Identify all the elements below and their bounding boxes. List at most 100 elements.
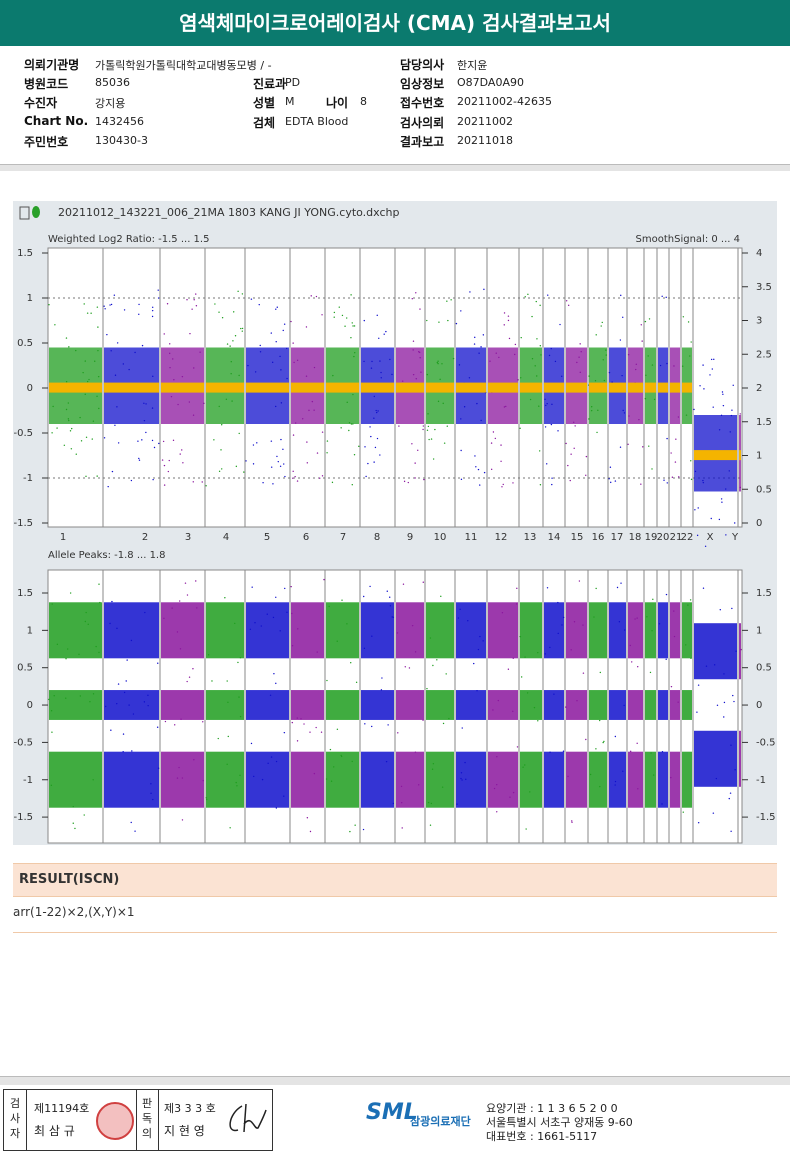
allele-band <box>104 690 159 720</box>
smooth-signal <box>628 382 643 393</box>
signal-dot <box>311 400 314 403</box>
signal-dot <box>375 409 377 412</box>
allele-dot <box>328 605 330 608</box>
signal-dot <box>412 373 415 376</box>
allele-dot <box>122 733 125 735</box>
allele-dot <box>267 762 269 764</box>
signal-dot <box>321 314 323 316</box>
allele-dot <box>117 683 120 685</box>
chromosome-label: 9 <box>407 532 413 543</box>
divider <box>0 164 790 171</box>
allele-band <box>326 602 359 659</box>
signal-dot <box>437 400 440 403</box>
allele-dot <box>553 693 555 695</box>
allele-band <box>104 602 159 659</box>
allele-dot <box>174 724 176 726</box>
signal-dot <box>596 431 598 434</box>
signal-dot <box>250 298 253 300</box>
left-tick-label: 0.5 <box>17 663 33 674</box>
signal-dot <box>275 308 277 310</box>
allele-dot <box>171 607 173 609</box>
signal-dot <box>579 371 581 374</box>
allele-dot <box>275 807 278 809</box>
signal-dot <box>276 306 278 308</box>
allele-dot <box>589 773 592 776</box>
allele-dot <box>549 646 551 649</box>
signal-dot <box>282 329 284 332</box>
allele-dot <box>350 662 352 664</box>
signal-dot <box>306 441 308 443</box>
signal-dot <box>572 421 575 423</box>
allele-dot <box>235 781 237 784</box>
allele-band <box>609 602 626 659</box>
allele-dot <box>152 798 154 801</box>
allele-band <box>49 751 102 808</box>
chromosome-label: 7 <box>340 532 346 543</box>
allele-dot <box>414 751 417 753</box>
signal-dot <box>452 357 455 360</box>
allele-dot <box>320 731 323 733</box>
signal-dot <box>110 303 113 306</box>
allele-band <box>682 690 692 720</box>
signal-dot <box>90 312 92 314</box>
signal-dot <box>610 481 612 484</box>
signal-dot <box>479 484 481 486</box>
right-tick-label: 3.5 <box>756 282 772 293</box>
allele-dot <box>622 770 624 772</box>
allele-dot <box>249 628 252 630</box>
signal-dot <box>296 480 299 482</box>
signal-dot <box>603 379 606 382</box>
signal-dot <box>80 440 83 442</box>
signal-dot <box>469 291 471 293</box>
allele-dot <box>482 640 484 642</box>
allele-dot <box>205 797 208 799</box>
signal-dot <box>502 483 504 486</box>
allele-band <box>658 602 668 659</box>
signal-dot <box>546 463 548 465</box>
signal-dot <box>437 362 439 365</box>
smooth-signal <box>426 382 454 393</box>
signal-dot <box>498 356 500 359</box>
allele-band <box>161 690 204 720</box>
signal-dot <box>114 424 116 426</box>
allele-dot <box>496 783 498 786</box>
allele-dot <box>685 644 687 646</box>
signal-dot <box>557 430 559 432</box>
allele-band <box>628 751 643 808</box>
allele-dot <box>557 601 559 604</box>
signal-dot <box>614 480 617 482</box>
left-tick-label: -1.5 <box>13 518 33 529</box>
allele-dot <box>227 701 229 703</box>
signal-dot <box>221 424 223 426</box>
signal-dot <box>363 360 365 363</box>
signal-dot <box>96 475 98 477</box>
signal-dot <box>559 323 561 326</box>
allele-dot <box>156 726 159 728</box>
signal-dot <box>109 304 111 306</box>
signal-dot <box>739 486 742 489</box>
signal-dot <box>728 470 730 472</box>
signal-dot <box>651 364 654 366</box>
signal-dot <box>690 341 692 343</box>
signal-dot <box>446 300 448 302</box>
allele-dot <box>111 600 113 603</box>
smooth-signal <box>396 382 424 393</box>
smooth-signal <box>645 382 656 393</box>
field-label: 병원코드 <box>24 77 69 91</box>
allele-band <box>396 690 424 720</box>
allele-band <box>361 602 394 659</box>
allele-dot <box>593 616 595 618</box>
allele-dot <box>402 583 405 585</box>
allele-dot <box>266 613 268 615</box>
field-value: 20211002 <box>457 115 513 128</box>
signal-dot <box>428 438 430 441</box>
signal-dot <box>114 374 117 376</box>
smooth-signal <box>544 382 564 393</box>
signal-dot <box>648 318 651 320</box>
signal-dot <box>661 295 663 297</box>
left-tick-label: 0 <box>27 383 33 394</box>
allele-dot <box>507 668 510 670</box>
signal-dot <box>221 468 223 470</box>
allele-dot <box>673 610 675 612</box>
right-tick-label: 1 <box>756 625 762 636</box>
